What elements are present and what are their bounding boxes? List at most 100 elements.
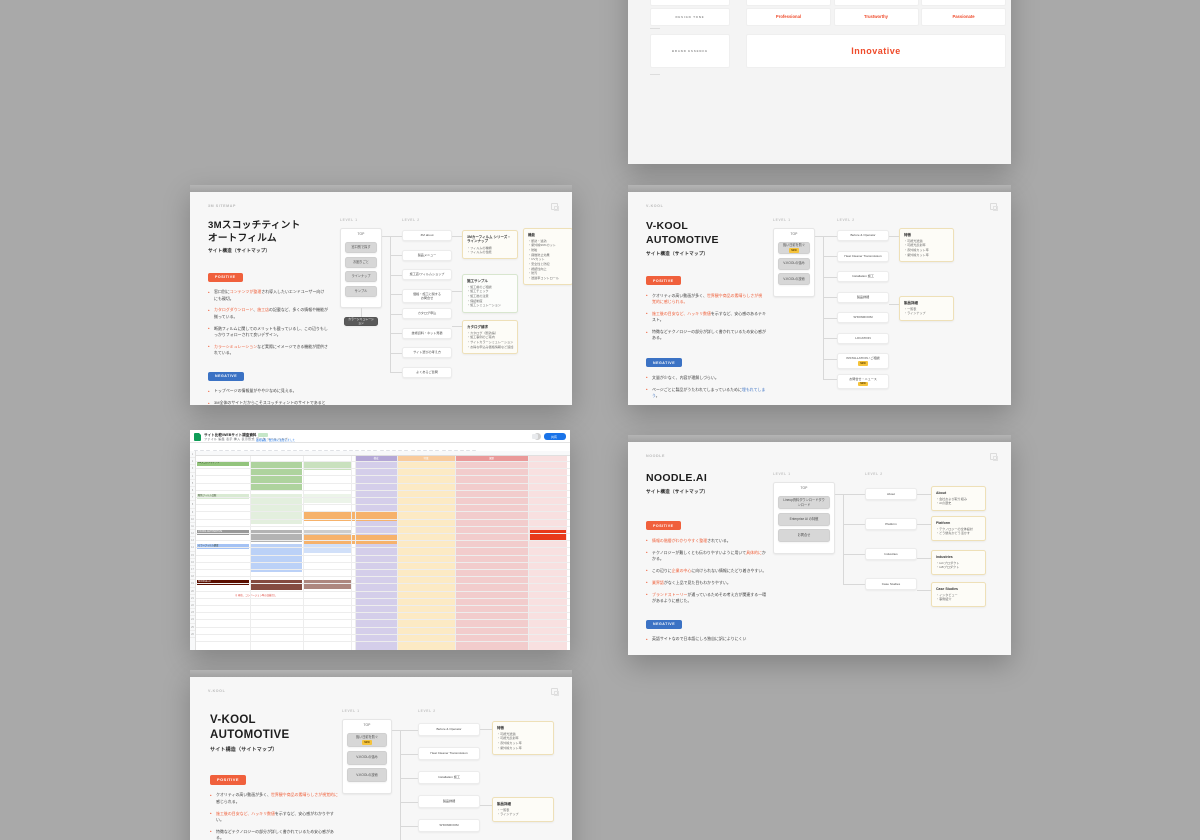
expand-icon[interactable]: [551, 203, 559, 211]
sitemap-group-box[interactable]: 特徴可視光透過可視光反射率赤外線カット率紫外線カット率: [899, 228, 954, 262]
sitemap-level2-node[interactable]: カタログ申込: [402, 308, 452, 319]
row-number[interactable]: 17: [190, 566, 195, 574]
sitemap-top-item[interactable]: サンプル: [345, 285, 377, 297]
cell-text[interactable]: [252, 607, 300, 613]
cell-text[interactable]: [252, 593, 300, 599]
row-number[interactable]: 21: [190, 595, 195, 602]
sitemap-top-item[interactable]: 窓口別で探す: [345, 242, 377, 253]
expand-icon[interactable]: [990, 203, 998, 211]
sitemap-level2-node[interactable]: 価格・施工に関する お問合せ: [402, 288, 452, 303]
card-spreadsheet[interactable]: サイト比較/WEBサイト調査資料 ★ ファイル 編集 表示 挿入 表示形式 データ …: [190, 430, 570, 650]
cell-text[interactable]: [252, 542, 300, 548]
cell-text[interactable]: [252, 535, 300, 541]
sitemap-top-item[interactable]: 強い日射を防ぐ NEW: [778, 242, 810, 254]
file-name[interactable]: サイト比較/WEBサイト調査資料: [204, 432, 257, 437]
cell-text[interactable]: [252, 578, 300, 584]
cell-text[interactable]: [252, 557, 300, 563]
expand-icon[interactable]: [990, 453, 998, 461]
expand-icon[interactable]: [551, 688, 559, 696]
sitemap-top-item[interactable]: 強い日射を防ぐ NEW: [347, 733, 387, 747]
row-number[interactable]: 1: [190, 451, 195, 459]
sitemap-level2-node[interactable]: 技術資料・ネット見積: [402, 327, 452, 339]
sitemap-group-box[interactable]: 3Mカーフィルム シリーズ・ラインナップフィルムの種類フィルムの性能: [462, 230, 518, 260]
sitemap-level2-node[interactable]: SHOWROOM: [837, 312, 889, 323]
cell-text[interactable]: [252, 528, 300, 534]
sitemap-group-box[interactable]: 施工サンプル施工前のご相談施工チェック施工後の注意保証制度施工シミュレーション: [462, 274, 518, 313]
cell-text[interactable]: [252, 506, 300, 512]
row-number[interactable]: 20: [190, 588, 195, 595]
cell-text[interactable]: [252, 485, 300, 491]
row-number[interactable]: 6: [190, 487, 195, 495]
cell-text[interactable]: [252, 499, 300, 505]
sitemap-level2-node[interactable]: LOCATION: [837, 332, 889, 344]
sitemap-level2-node[interactable]: 施工店/フィルムショップ: [402, 269, 452, 280]
sitemap-group-box[interactable]: カタログ請求カタログ（断熱編）施工事例のご案内サイトカラーシミュレーションお得な…: [462, 320, 518, 354]
sitemap-level2-node[interactable]: サイト選びの考え方: [402, 347, 452, 358]
sitemap-group-box[interactable]: 機能断熱・遮熱紫外線99%カット防眩飛散防止効果UVカット安全性と防犯視認性向上…: [523, 228, 572, 286]
card-scotchtint[interactable]: 3M SITEMAP 3Mスコッチティント オートフィルム サイト構造（サイトマ…: [190, 185, 572, 405]
row-number[interactable]: 12: [190, 530, 195, 538]
row-number[interactable]: 13: [190, 537, 195, 545]
sitemap-top-item[interactable]: お問合せ: [778, 529, 830, 542]
row-header-strip[interactable]: 1 2 3 4 5 6 7 8 9 10 11 12 13 14 15 16 17 18 19 20 21 22 23 24 2…: [190, 451, 196, 650]
cell-text[interactable]: [252, 513, 300, 519]
sitemap-level2-node[interactable]: 製品メニュー: [402, 249, 452, 261]
sitemap-group-box[interactable]: Platform テクノロジーの全体設計どう優先かどう活かす: [931, 516, 986, 541]
sitemap-top-item[interactable]: V-KOOLの技術: [347, 768, 387, 782]
cell-text[interactable]: [252, 492, 300, 498]
sitemap-level2-node[interactable]: Installation 施工: [418, 771, 480, 784]
sitemap-level2-node[interactable]: Heat Cleaner Transmission: [418, 747, 480, 760]
sitemap-level2-node[interactable]: INSTALLATION / ご相談 NEW: [837, 353, 889, 369]
row-number[interactable]: 16: [190, 559, 195, 566]
card-vkool-bottom[interactable]: V-KOOL V-KOOL AUTOMOTIVE サイト構造（サイトマップ） P…: [190, 670, 572, 840]
sitemap-group-box[interactable]: 特徴可視光透過可視光反射率赤外線カット率紫外線カット率: [492, 721, 554, 755]
row-number[interactable]: 23: [190, 609, 195, 617]
cell-text[interactable]: [252, 564, 300, 570]
card-noodle-ai[interactable]: NOODLE NOODLE.AI サイト構造（サイトマップ） POSITIVE …: [628, 435, 1011, 655]
cell-text[interactable]: [252, 600, 300, 606]
star-icon[interactable]: ★: [252, 432, 256, 437]
row-number[interactable]: 14: [190, 544, 195, 552]
card-vkool-top[interactable]: V-KOOL V-KOOL AUTOMOTIVE サイト構造（サイトマップ） P…: [628, 185, 1011, 405]
sitemap-top-item[interactable]: V-KOOLの強み: [778, 257, 810, 270]
sitemap-top-item[interactable]: お困りごと: [345, 256, 377, 268]
sitemap-level2-node[interactable]: 製品詳細: [837, 291, 889, 303]
sitemap-level2-node[interactable]: 製品詳細: [418, 795, 480, 808]
cell-text[interactable]: [252, 477, 300, 483]
row-number[interactable]: 15: [190, 552, 195, 559]
sitemap-level2-node[interactable]: 3M about: [402, 230, 452, 241]
cell-text[interactable]: [252, 521, 300, 527]
row-number[interactable]: 9: [190, 509, 195, 516]
sitemap-level2-node[interactable]: Industries: [865, 548, 917, 560]
sitemap-level2-node[interactable]: Heat Cleaner Transmission: [837, 250, 889, 262]
sitemap-top-item[interactable]: V-KOOLの技術: [778, 273, 810, 285]
sitemap-top-item[interactable]: ラインナップ: [345, 271, 377, 282]
row-number[interactable]: 3: [190, 465, 195, 473]
sitemap-level2-node[interactable]: お問合せ・ニュース NEW: [837, 373, 889, 390]
sitemap-level2-node[interactable]: Before & Operator: [837, 230, 889, 241]
sitemap-group-box[interactable]: Industries toCプロダクトtoBプロダクト: [931, 550, 986, 575]
sitemap-level2-node[interactable]: Before & Operator: [418, 723, 480, 736]
sitemap-level2-node[interactable]: よくあるご質問: [402, 366, 452, 378]
row-number[interactable]: 24: [190, 616, 195, 624]
row-number[interactable]: 5: [190, 480, 195, 487]
sitemap-level2-node[interactable]: About: [865, 488, 917, 500]
sitemap-level2-node[interactable]: Platform: [865, 518, 917, 530]
row-number[interactable]: 22: [190, 602, 195, 610]
sitemap-level2-node[interactable]: Case Studies: [865, 578, 917, 590]
row-number[interactable]: 8: [190, 501, 195, 509]
row-number[interactable]: 4: [190, 473, 195, 480]
row-number[interactable]: 11: [190, 523, 195, 531]
sitemap-level2-node[interactable]: Installation 施工: [837, 271, 889, 282]
cell-text[interactable]: [252, 585, 300, 591]
sitemap-level2-node[interactable]: SHOWROOM: [418, 819, 480, 832]
sitemap-top-item[interactable]: Lineup資料ダウンロードダウンロード: [778, 496, 830, 509]
card-brand-pyramid[interactable]: BRAND して、フィルム施工価格を比較し、常に高性能な仕上がりに。一貫を時代へ…: [628, 0, 1011, 164]
sitemap-top-item[interactable]: V-KOOLの強み: [347, 750, 387, 765]
cell-text[interactable]: [252, 614, 300, 620]
toolbar[interactable]: [194, 444, 566, 455]
sitemap-group-box[interactable]: Case Studies インタビュー事例紹介: [931, 582, 986, 607]
google-sheets-window[interactable]: サイト比較/WEBサイト調査資料 ★ ファイル 編集 表示 挿入 表示形式 データ …: [190, 430, 570, 650]
row-number[interactable]: 10: [190, 516, 195, 523]
sitemap-top-item[interactable]: Enterprise AI の特徴: [778, 512, 830, 526]
